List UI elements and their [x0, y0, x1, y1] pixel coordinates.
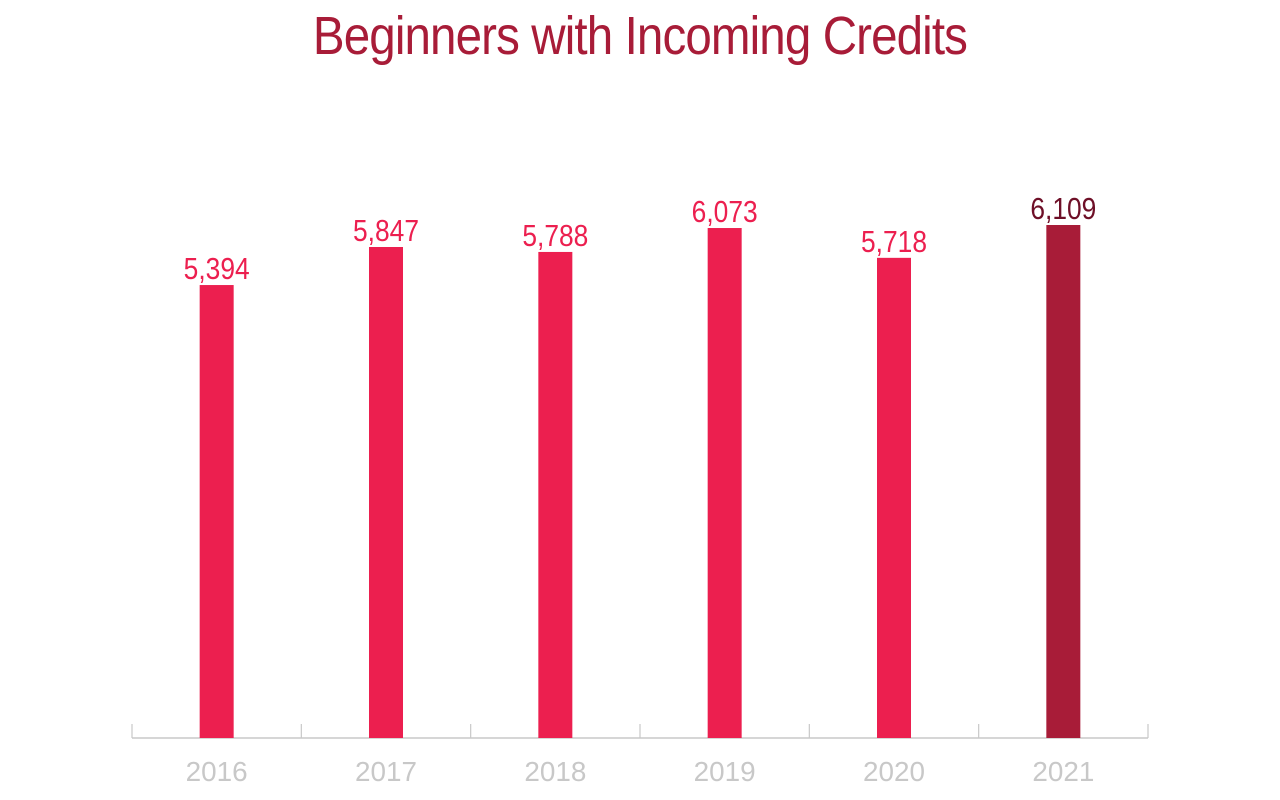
bars: [199, 225, 1081, 739]
bar-2020: [877, 257, 911, 738]
bar-2017: [369, 247, 403, 738]
value-label-2016: 5,394: [184, 251, 250, 286]
x-tick-label-2021: 2021: [1032, 756, 1094, 787]
value-labels: 5,394 5,847 5,788 6,073 5,718 6,109: [184, 191, 1097, 286]
x-tick-label-2017: 2017: [355, 756, 417, 787]
x-axis: [131, 724, 1149, 739]
x-tick-label-2020: 2020: [863, 756, 925, 787]
bar-2019: [707, 228, 742, 739]
x-tick-label-2018: 2018: [524, 756, 586, 787]
value-label-2020: 5,718: [861, 224, 927, 259]
value-label-2019: 6,073: [692, 194, 758, 229]
bar-2016: [199, 285, 234, 738]
bar-2018: [538, 251, 573, 738]
x-tick-label-2016: 2016: [186, 756, 248, 787]
bar-2021: [1046, 225, 1081, 738]
value-label-2021: 6,109: [1030, 191, 1096, 226]
x-tick-label-2019: 2019: [694, 756, 756, 787]
chart-title: Beginners with Incoming Credits: [312, 6, 968, 66]
x-tick-labels: 2016 2017 2018 2019 2020 2021: [186, 756, 1095, 787]
value-label-2017: 5,847: [353, 213, 419, 248]
value-label-2018: 5,788: [522, 218, 588, 253]
